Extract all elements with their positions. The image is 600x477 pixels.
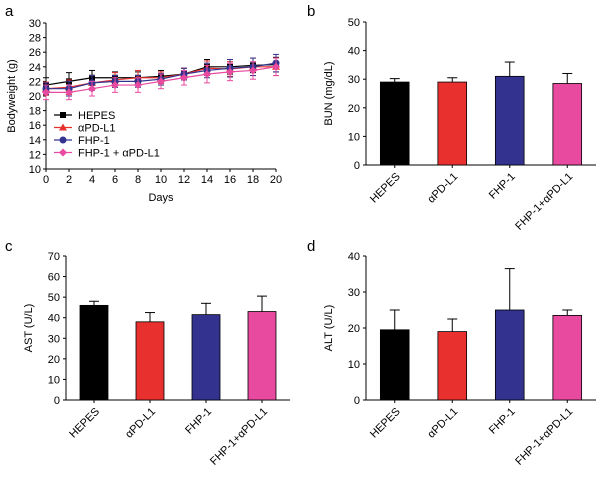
legend-marker	[59, 136, 67, 144]
y-tick-label: 10	[29, 164, 41, 176]
data-point	[226, 67, 234, 76]
bar	[494, 75, 525, 166]
data-point	[65, 88, 73, 97]
bar	[437, 331, 468, 401]
bar	[437, 81, 468, 166]
data-point	[111, 81, 119, 90]
x-axis-title: Days	[148, 192, 174, 204]
y-tick-label: 40	[48, 313, 60, 325]
y-tick-label: 40	[348, 46, 360, 58]
y-tick-label: 0	[354, 160, 360, 172]
data-point	[180, 73, 188, 82]
category-label: FHP-1	[487, 171, 518, 202]
bar	[552, 314, 583, 401]
y-tick-label: 12	[29, 149, 41, 161]
legend-entry: HEPES	[78, 110, 115, 122]
y-tick-label: 24	[29, 62, 41, 74]
category-label: HEPES	[368, 406, 403, 441]
bar	[379, 329, 410, 401]
y-tick-label: 20	[29, 91, 41, 103]
y-tick-label: 20	[348, 323, 360, 335]
x-tick-label: 20	[270, 174, 282, 186]
category-label: FHP-1	[487, 406, 518, 437]
y-tick-label: 50	[48, 292, 60, 304]
x-tick-label: 8	[135, 174, 141, 186]
data-point	[134, 81, 142, 90]
y-tick-label: 10	[48, 374, 60, 386]
legend-marker	[59, 123, 67, 131]
y-axis-title: BUN (mg/dL)	[323, 61, 335, 125]
x-tick-label: 12	[178, 174, 190, 186]
panel-letter-d: d	[307, 238, 315, 255]
category-label: FHP-1+αPD-L1	[513, 406, 575, 468]
panel-letter-b: b	[307, 3, 315, 20]
bar	[379, 81, 410, 166]
panel-letter-a: a	[5, 3, 14, 20]
y-tick-label: 20	[48, 354, 60, 366]
y-tick-label: 0	[354, 395, 360, 407]
data-point	[249, 66, 257, 75]
x-tick-label: 10	[155, 174, 167, 186]
legend-entry: αPD-L1	[78, 123, 116, 135]
y-tick-label: 14	[29, 135, 41, 147]
panel-letter-c: c	[5, 238, 13, 255]
chart-panel-b: 0 10 20 30 40 50 BUN (mg/dL) HEPES αPD-L1 FHP-1FH…	[323, 17, 596, 233]
category-label: HEPES	[67, 406, 102, 441]
y-tick-label: 26	[29, 47, 41, 59]
legend-entry: FHP-1	[78, 135, 110, 147]
data-point	[42, 88, 50, 97]
y-tick-label: 16	[29, 120, 41, 132]
x-tick-label: 14	[201, 174, 213, 186]
category-label: HEPES	[368, 171, 403, 206]
y-tick-label: 18	[29, 106, 41, 118]
data-point	[88, 84, 96, 93]
bar	[247, 311, 277, 401]
bar	[79, 304, 109, 401]
y-tick-label: 30	[348, 74, 360, 86]
x-tick-label: 4	[89, 174, 95, 186]
x-tick-label: 18	[247, 174, 259, 186]
y-tick-label: 50	[348, 17, 360, 29]
y-tick-label: 30	[348, 287, 360, 299]
data-point	[157, 77, 165, 86]
y-axis-title: AST (U/L)	[23, 304, 35, 353]
y-tick-label: 10	[348, 359, 360, 371]
category-label: FHP-1+αPD-L1	[208, 406, 270, 468]
y-tick-label: 30	[48, 333, 60, 345]
y-tick-label: 28	[29, 33, 41, 45]
bar	[552, 83, 583, 166]
category-label: αPD-L1	[425, 406, 460, 441]
legend-marker	[60, 112, 66, 118]
y-tick-label: 20	[348, 103, 360, 115]
y-tick-label: 30	[29, 18, 41, 30]
y-axis-title: ALT (U/L)	[323, 305, 335, 352]
chart-panel-d: 0 10 20 30 40 ALT (U/L) HEPES αPD-L1 FHP-1FHP-1+…	[323, 251, 596, 468]
y-tick-label: 22	[29, 76, 41, 88]
legend-marker	[59, 148, 67, 157]
bar	[494, 309, 525, 401]
category-label: αPD-L1	[123, 406, 158, 441]
data-point	[272, 62, 280, 71]
bar	[135, 321, 165, 401]
data-point	[203, 70, 211, 79]
x-tick-label: 0	[43, 174, 49, 186]
y-axis-title: Bodyweight (g)	[6, 59, 18, 132]
x-tick-label: 6	[112, 174, 118, 186]
category-label: FHP-1	[183, 406, 214, 437]
category-label: FHP-1+αPD-L1	[513, 171, 575, 233]
category-label: αPD-L1	[425, 171, 460, 206]
chart-panel-c: 0 10 20 30 40 50 60 70 AST (U/L) HEPES αPD-L1 FHP-1…	[23, 251, 290, 468]
y-tick-label: 10	[348, 131, 360, 143]
x-tick-label: 2	[66, 174, 72, 186]
y-tick-label: 60	[48, 272, 60, 284]
legend-entry: FHP-1 + αPD-L1	[78, 148, 160, 160]
y-tick-label: 0	[54, 395, 60, 407]
x-tick-label: 16	[224, 174, 236, 186]
y-tick-label: 40	[348, 251, 360, 263]
y-tick-label: 70	[48, 251, 60, 263]
bar	[191, 314, 221, 401]
